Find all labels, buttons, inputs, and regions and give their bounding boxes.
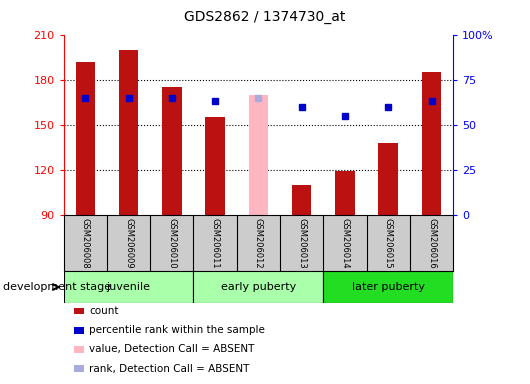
Text: development stage: development stage [3, 282, 111, 292]
Bar [162, 87, 182, 215]
Text: GSM206013: GSM206013 [297, 218, 306, 268]
Text: value, Detection Call = ABSENT: value, Detection Call = ABSENT [89, 344, 254, 354]
Text: GSM206011: GSM206011 [210, 218, 219, 268]
Text: rank, Detection Call = ABSENT: rank, Detection Call = ABSENT [89, 364, 250, 374]
Bar [75, 62, 95, 215]
Bar [64, 271, 193, 303]
Text: GSM206012: GSM206012 [254, 218, 263, 268]
Bar [249, 95, 268, 215]
Text: juvenile: juvenile [107, 282, 151, 292]
Text: GSM206016: GSM206016 [427, 218, 436, 268]
Text: GSM206014: GSM206014 [340, 218, 349, 268]
Bar [323, 271, 453, 303]
Text: GSM206009: GSM206009 [124, 218, 133, 268]
Bar [119, 50, 138, 215]
Text: count: count [89, 306, 119, 316]
Text: percentile rank within the sample: percentile rank within the sample [89, 325, 265, 335]
Text: later puberty: later puberty [352, 282, 425, 292]
Bar [422, 72, 441, 215]
Bar [205, 117, 225, 215]
Bar [335, 171, 355, 215]
Text: GSM206010: GSM206010 [167, 218, 176, 268]
Bar [193, 271, 323, 303]
Bar [378, 143, 398, 215]
Text: early puberty: early puberty [221, 282, 296, 292]
Text: GSM206008: GSM206008 [81, 218, 90, 268]
Bar [292, 185, 312, 215]
Text: GDS2862 / 1374730_at: GDS2862 / 1374730_at [184, 10, 346, 23]
Text: GSM206015: GSM206015 [384, 218, 393, 268]
